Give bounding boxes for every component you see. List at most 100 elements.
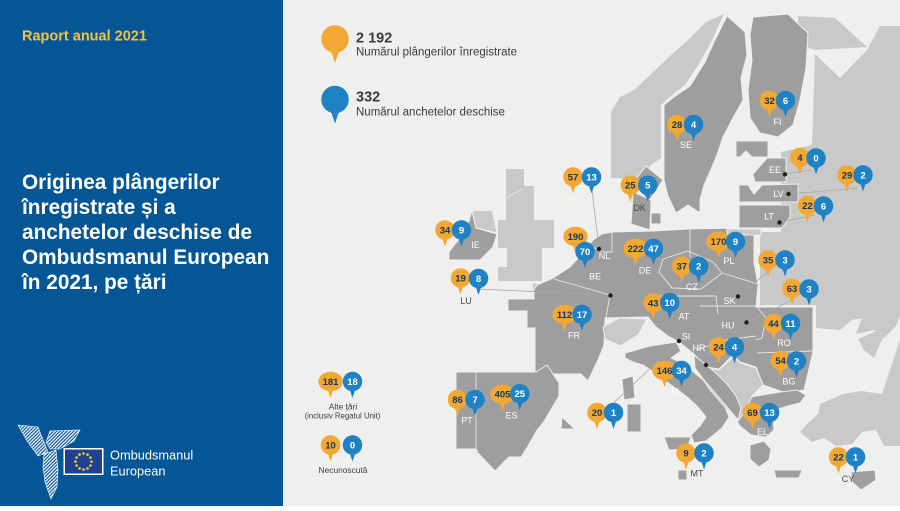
svg-text:IE: IE bbox=[471, 240, 480, 250]
svg-text:13: 13 bbox=[586, 172, 597, 183]
svg-text:0: 0 bbox=[350, 440, 355, 451]
svg-text:5: 5 bbox=[645, 181, 651, 192]
svg-text:19: 19 bbox=[455, 273, 466, 284]
svg-text:4: 4 bbox=[797, 153, 803, 164]
svg-text:NL: NL bbox=[599, 251, 611, 261]
svg-text:37: 37 bbox=[677, 261, 688, 272]
svg-text:181: 181 bbox=[323, 377, 340, 388]
svg-text:35: 35 bbox=[763, 255, 774, 266]
svg-text:BG: BG bbox=[782, 377, 795, 387]
svg-text:405: 405 bbox=[495, 390, 512, 401]
svg-text:ES: ES bbox=[505, 411, 517, 421]
svg-text:SE: SE bbox=[680, 140, 692, 150]
svg-text:222: 222 bbox=[628, 244, 644, 255]
svg-text:2 192: 2 192 bbox=[356, 30, 392, 46]
svg-text:1: 1 bbox=[611, 408, 617, 419]
svg-text:2: 2 bbox=[701, 448, 706, 459]
svg-text:PL: PL bbox=[723, 256, 734, 266]
svg-text:190: 190 bbox=[568, 232, 584, 243]
svg-text:Alte țări: Alte țări bbox=[329, 401, 358, 411]
svg-text:3: 3 bbox=[806, 284, 811, 295]
svg-text:European: European bbox=[110, 464, 166, 479]
svg-text:2: 2 bbox=[860, 170, 865, 181]
svg-text:17: 17 bbox=[577, 310, 588, 321]
svg-text:EL: EL bbox=[757, 427, 768, 437]
svg-text:112: 112 bbox=[557, 310, 572, 321]
svg-text:18: 18 bbox=[347, 377, 358, 388]
svg-text:Numărul anchetelor deschise: Numărul anchetelor deschise bbox=[356, 106, 505, 118]
svg-text:22: 22 bbox=[802, 201, 813, 212]
svg-text:32: 32 bbox=[764, 96, 775, 107]
svg-text:20: 20 bbox=[592, 408, 603, 419]
svg-text:63: 63 bbox=[787, 284, 798, 295]
svg-text:3: 3 bbox=[782, 255, 787, 266]
svg-text:DK: DK bbox=[633, 203, 646, 213]
svg-text:7: 7 bbox=[472, 395, 477, 406]
svg-text:170: 170 bbox=[711, 237, 727, 248]
svg-text:6: 6 bbox=[783, 96, 788, 107]
svg-text:în 2021, pe țări: în 2021, pe țări bbox=[21, 271, 167, 294]
svg-text:HU: HU bbox=[722, 321, 735, 331]
svg-text:RO: RO bbox=[777, 338, 791, 348]
svg-text:4: 4 bbox=[732, 342, 738, 353]
svg-text:MT: MT bbox=[691, 469, 704, 479]
svg-text:10: 10 bbox=[664, 298, 675, 309]
svg-text:6: 6 bbox=[821, 201, 826, 212]
svg-text:IT: IT bbox=[671, 387, 680, 397]
svg-text:25: 25 bbox=[625, 181, 636, 192]
svg-text:54: 54 bbox=[775, 356, 786, 367]
svg-text:PT: PT bbox=[461, 416, 473, 426]
svg-text:Raport anual 2021: Raport anual 2021 bbox=[22, 29, 147, 45]
svg-text:LV: LV bbox=[773, 189, 783, 199]
svg-text:25: 25 bbox=[515, 389, 526, 400]
svg-text:Ombudsmanul European: Ombudsmanul European bbox=[22, 246, 269, 269]
svg-text:10: 10 bbox=[325, 440, 336, 451]
svg-text:Originea plângerilor: Originea plângerilor bbox=[22, 171, 220, 194]
svg-text:22: 22 bbox=[833, 452, 844, 463]
svg-text:2: 2 bbox=[696, 262, 701, 273]
svg-text:4: 4 bbox=[691, 120, 697, 131]
svg-text:146: 146 bbox=[657, 366, 673, 377]
svg-text:LT: LT bbox=[764, 212, 774, 222]
svg-text:43: 43 bbox=[648, 298, 659, 309]
svg-text:HR: HR bbox=[693, 343, 706, 353]
svg-text:86: 86 bbox=[452, 395, 463, 406]
svg-text:1: 1 bbox=[853, 452, 859, 463]
svg-text:34: 34 bbox=[440, 225, 451, 236]
svg-text:LU: LU bbox=[460, 296, 472, 306]
svg-text:8: 8 bbox=[476, 274, 481, 285]
svg-text:13: 13 bbox=[764, 408, 775, 419]
svg-text:FR: FR bbox=[568, 331, 580, 341]
svg-text:DE: DE bbox=[639, 266, 652, 276]
svg-text:0: 0 bbox=[813, 153, 818, 164]
svg-text:28: 28 bbox=[672, 120, 683, 131]
svg-text:2: 2 bbox=[794, 356, 799, 367]
svg-text:anchetelor deschise de: anchetelor deschise de bbox=[22, 221, 252, 244]
svg-text:9: 9 bbox=[733, 237, 738, 248]
svg-text:332: 332 bbox=[356, 90, 380, 106]
svg-text:BE: BE bbox=[589, 272, 601, 282]
svg-text:AT: AT bbox=[679, 312, 690, 322]
svg-text:Ombudsmanul: Ombudsmanul bbox=[110, 448, 193, 463]
svg-text:9: 9 bbox=[459, 225, 464, 236]
svg-text:EE: EE bbox=[769, 165, 781, 175]
svg-text:57: 57 bbox=[568, 172, 579, 183]
svg-text:(inclusiv Regatul Unit): (inclusiv Regatul Unit) bbox=[305, 412, 381, 421]
svg-text:70: 70 bbox=[580, 247, 591, 258]
svg-text:9: 9 bbox=[683, 448, 688, 459]
svg-text:11: 11 bbox=[785, 319, 796, 330]
svg-text:Necunoscută: Necunoscută bbox=[319, 465, 368, 475]
svg-text:24: 24 bbox=[713, 342, 724, 353]
svg-text:34: 34 bbox=[676, 366, 687, 377]
svg-text:SI: SI bbox=[682, 332, 691, 342]
svg-text:SK: SK bbox=[723, 296, 735, 306]
svg-text:înregistrate și a: înregistrate și a bbox=[21, 196, 176, 219]
svg-text:44: 44 bbox=[768, 319, 779, 330]
svg-text:Numărul plângerilor înregistra: Numărul plângerilor înregistrate bbox=[356, 46, 517, 58]
svg-text:FI: FI bbox=[774, 117, 782, 127]
svg-text:69: 69 bbox=[747, 408, 758, 419]
svg-text:47: 47 bbox=[648, 244, 659, 255]
svg-text:CZ: CZ bbox=[686, 282, 698, 292]
svg-text:CY: CY bbox=[842, 474, 855, 484]
svg-text:29: 29 bbox=[842, 170, 853, 181]
